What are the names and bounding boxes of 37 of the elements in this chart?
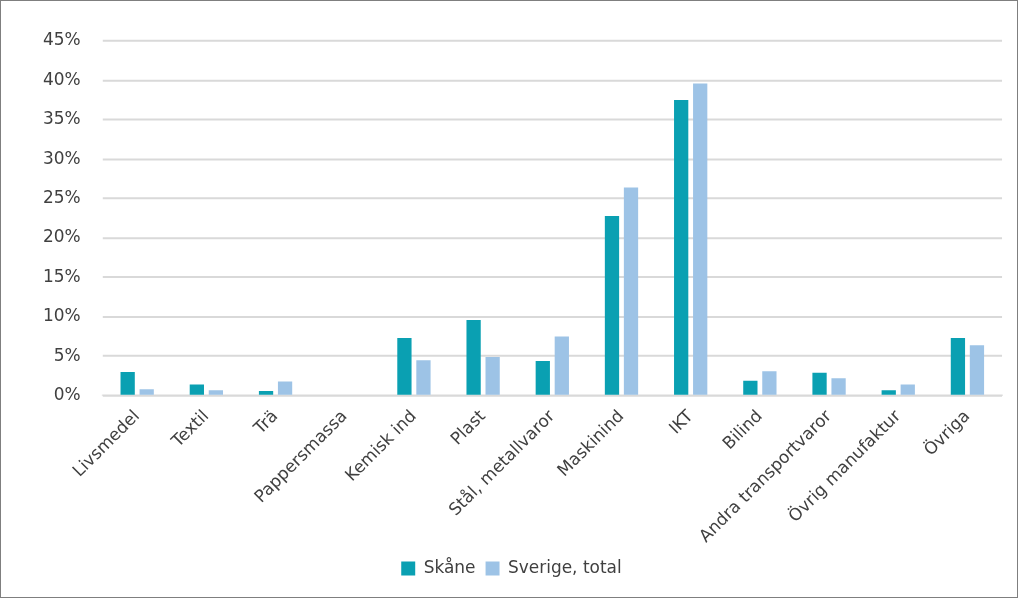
bar bbox=[189, 384, 204, 395]
bar bbox=[554, 336, 569, 395]
bar bbox=[900, 384, 915, 395]
bar bbox=[812, 372, 827, 395]
x-tick-label: IKT bbox=[664, 405, 698, 438]
y-tick-label: 15% bbox=[42, 265, 81, 286]
bar bbox=[881, 390, 896, 395]
bar bbox=[485, 357, 500, 395]
bar bbox=[623, 187, 639, 395]
bar bbox=[969, 345, 985, 395]
bar bbox=[604, 215, 620, 395]
bar bbox=[693, 83, 708, 395]
y-tick-label: 0% bbox=[53, 384, 81, 405]
bar bbox=[743, 380, 758, 395]
bar bbox=[416, 360, 431, 395]
bar bbox=[950, 338, 966, 395]
bar bbox=[139, 389, 154, 395]
bar bbox=[674, 100, 689, 395]
bar bbox=[466, 319, 481, 395]
y-tick-label: 10% bbox=[42, 305, 81, 326]
bar bbox=[277, 381, 293, 395]
y-tick-label: 35% bbox=[42, 108, 81, 129]
bar bbox=[535, 360, 550, 395]
bar bbox=[120, 372, 135, 395]
bar bbox=[397, 338, 412, 395]
y-tick-label: 40% bbox=[42, 68, 81, 89]
legend-label: Skåne bbox=[423, 557, 476, 577]
bar bbox=[258, 390, 274, 395]
legend-label: Sverige, total bbox=[508, 557, 622, 577]
y-tick-label: 20% bbox=[42, 226, 81, 247]
y-tick-label: 30% bbox=[42, 147, 81, 168]
y-tick-label: 25% bbox=[42, 186, 81, 207]
y-tick-label: 5% bbox=[53, 344, 81, 365]
bar bbox=[762, 371, 777, 395]
bar bbox=[831, 378, 846, 395]
y-tick-label: 45% bbox=[42, 29, 81, 50]
bar bbox=[208, 390, 224, 395]
